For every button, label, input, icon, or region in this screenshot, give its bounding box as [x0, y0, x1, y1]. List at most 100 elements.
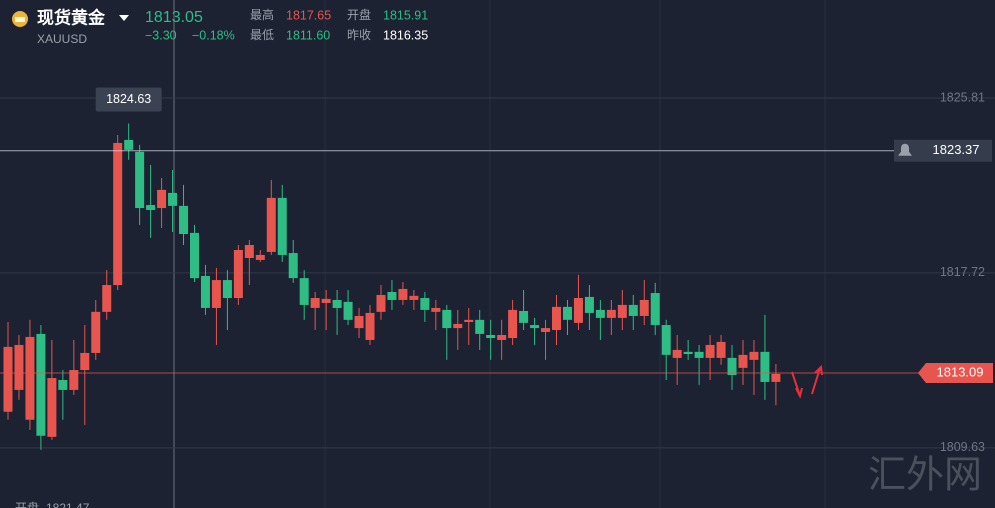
alert-tag [894, 139, 992, 162]
candle-body [464, 319, 474, 323]
price-line-label: 1813.09 [937, 364, 984, 379]
candle-body [705, 344, 715, 358]
candle-body [453, 323, 463, 329]
candle-body [91, 311, 101, 353]
candle-body [321, 298, 331, 303]
watermark: 汇外网 [868, 453, 982, 497]
candle-body [376, 294, 386, 312]
candle-body [299, 278, 309, 305]
candle-body [135, 151, 145, 209]
candle-body [244, 245, 254, 259]
candle-body [716, 341, 726, 358]
dropdown[interactable] [119, 15, 129, 21]
candle-body [398, 288, 408, 300]
stat-label: 昨收 [347, 28, 371, 42]
candle-body [365, 312, 375, 340]
change-pct: −0.18% [192, 28, 235, 42]
candle-body [475, 319, 485, 334]
y-tick-label: 1809.63 [940, 440, 985, 454]
change: −3.30 [145, 28, 177, 42]
candle-body [200, 275, 210, 308]
candle-body [124, 139, 134, 150]
candle-body [584, 296, 594, 313]
candle-body [288, 253, 298, 279]
candle-body [552, 306, 561, 331]
candle-body [595, 309, 605, 318]
candle-body [409, 295, 419, 300]
bell-icon [898, 143, 912, 156]
y-tick-label: 1825.81 [940, 90, 985, 104]
candle-body [606, 309, 616, 318]
candle-body [442, 309, 452, 329]
tooltip-box [95, 87, 162, 112]
candle-body [639, 299, 649, 316]
open-label: 开盘 [15, 500, 39, 508]
gold-icon-bar [15, 17, 25, 22]
candle-body [497, 334, 507, 340]
candle-body [157, 189, 167, 209]
candle-body [25, 336, 35, 420]
candle-body [672, 349, 682, 358]
candle-body [69, 370, 79, 390]
candle-body [519, 310, 529, 323]
candle-body [771, 373, 781, 382]
candle-body [310, 298, 320, 308]
candle-body [168, 192, 178, 206]
candle-body [266, 197, 276, 252]
candle-body [617, 304, 627, 318]
candle-body [354, 315, 364, 329]
candle-body [58, 379, 68, 390]
symbol: XAUUSD [37, 32, 87, 46]
candle-body [387, 291, 397, 300]
stat-value: 1815.91 [383, 8, 428, 22]
annotation-arrows [791, 364, 823, 399]
candle-body [343, 301, 353, 320]
candle-body [486, 334, 496, 339]
candle-body [222, 280, 232, 299]
vertical-grid [324, 0, 826, 508]
candle-body [255, 254, 265, 260]
candle-body [749, 351, 759, 360]
stat-value: 1816.35 [383, 28, 428, 42]
instrument-name: 现货黄金 [37, 7, 106, 27]
stat-value: 1817.65 [286, 8, 331, 22]
candle-body [727, 357, 737, 375]
candle-body [562, 306, 572, 320]
candle-body [420, 298, 430, 310]
candle-body [530, 325, 540, 329]
candle-body [694, 351, 704, 358]
candle-body [573, 298, 583, 323]
candle-body [47, 378, 57, 437]
candle-body [179, 205, 189, 234]
candle-body [431, 307, 441, 312]
y-tick-label: 1817.72 [940, 265, 985, 279]
candle-body [14, 344, 24, 390]
stat-value: 1811.60 [286, 28, 330, 42]
candle-body [102, 285, 112, 312]
candle-body [650, 293, 660, 326]
stat-label: 最低 [250, 28, 274, 42]
plot: 1809.63 1817.72 1825.81 1824.63 1823.37 1813.… [0, 87, 995, 454]
candle-body [146, 205, 156, 210]
candle-body [189, 232, 199, 279]
candle-body [332, 299, 342, 308]
candle-body [508, 309, 518, 339]
candle-body [683, 351, 693, 355]
price: 1813.05 [145, 9, 203, 26]
price-tag [918, 363, 993, 384]
tooltip-text: 1824.63 [106, 92, 151, 106]
candle-body [628, 304, 638, 316]
candle-body [80, 352, 90, 371]
candle-body [277, 197, 287, 255]
price-line-label: 1823.37 [933, 142, 980, 157]
candle-body [738, 354, 748, 368]
candle-body [211, 280, 221, 308]
candle-body [113, 142, 123, 286]
candle-body [541, 328, 551, 332]
open-value: 1821.47 [46, 501, 90, 508]
candle-body [661, 325, 671, 355]
candle-body [3, 346, 13, 412]
stat-label: 最高 [250, 7, 274, 22]
candle-body [36, 333, 46, 436]
